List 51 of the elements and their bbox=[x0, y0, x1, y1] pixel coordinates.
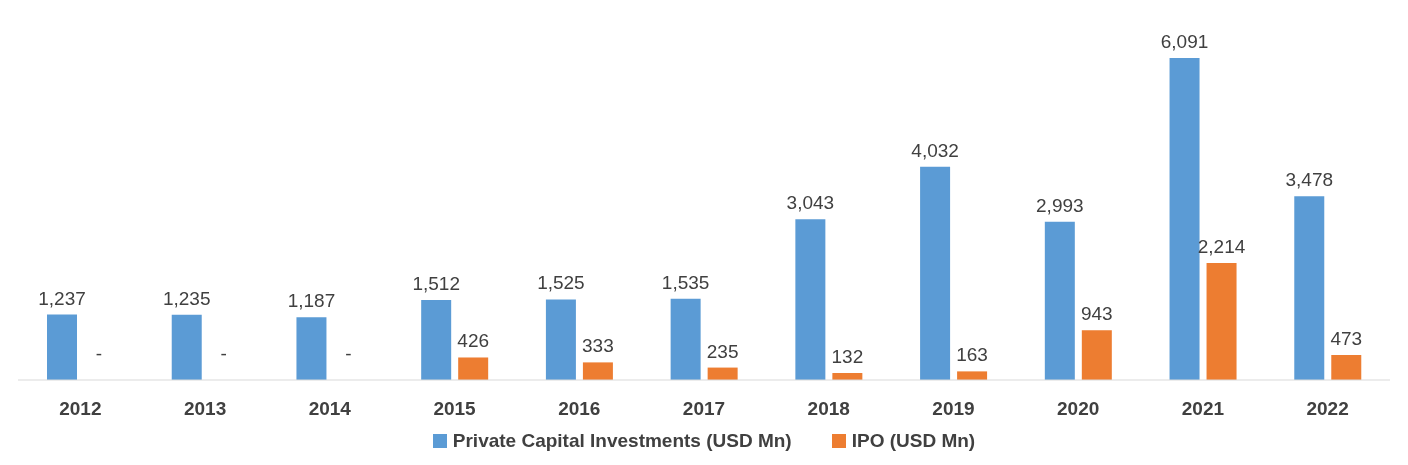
data-label: 333 bbox=[582, 335, 614, 357]
data-label: 235 bbox=[706, 340, 739, 362]
bar bbox=[1206, 262, 1237, 380]
bar bbox=[545, 299, 576, 380]
x-tick-label: 2014 bbox=[308, 398, 352, 420]
x-tick-label: 2020 bbox=[1057, 398, 1100, 420]
bar bbox=[1044, 221, 1075, 380]
data-label: 1,512 bbox=[412, 273, 460, 295]
legend-label: IPO (USD Mn) bbox=[851, 430, 976, 452]
bar bbox=[171, 314, 202, 380]
bar bbox=[920, 166, 951, 380]
bar bbox=[47, 314, 77, 380]
legend-label: Private Capital Investments (USD Mn) bbox=[452, 430, 792, 452]
bar bbox=[1331, 354, 1362, 380]
data-label: 473 bbox=[1330, 327, 1363, 349]
data-label: 1,535 bbox=[661, 271, 710, 293]
x-tick-label: 2015 bbox=[433, 398, 477, 420]
data-label: 3,478 bbox=[1285, 169, 1334, 191]
data-label: 1,525 bbox=[537, 272, 585, 294]
bar bbox=[957, 371, 988, 380]
bar bbox=[670, 298, 701, 380]
data-label: 132 bbox=[831, 346, 864, 368]
text: - bbox=[220, 343, 227, 364]
bar bbox=[582, 362, 613, 380]
data-label: 426 bbox=[457, 330, 490, 352]
text: - bbox=[345, 343, 352, 364]
bar bbox=[1294, 196, 1325, 380]
data-label: 6,091 bbox=[1160, 31, 1209, 52]
data-label: 1,235 bbox=[162, 287, 211, 309]
x-tick-label: 2013 bbox=[183, 398, 227, 420]
x-tick-label: 2018 bbox=[807, 398, 850, 420]
x-tick-label: 2022 bbox=[1306, 398, 1349, 420]
data-label: 163 bbox=[956, 344, 988, 366]
data-label: 943 bbox=[1080, 303, 1113, 325]
bar bbox=[795, 219, 826, 380]
data-label: 4,032 bbox=[911, 139, 959, 161]
bar bbox=[1081, 330, 1112, 380]
data-label: 2,993 bbox=[1036, 194, 1084, 216]
x-tick-label: 2021 bbox=[1181, 398, 1225, 420]
data-label: 1,187 bbox=[287, 290, 336, 312]
data-label: 1,237 bbox=[38, 287, 86, 309]
x-tick-label: 2017 bbox=[682, 398, 726, 420]
bar bbox=[1169, 58, 1200, 380]
x-tick-label: 2012 bbox=[59, 398, 102, 420]
x-tick-label: 2016 bbox=[558, 398, 601, 420]
data-label: 3,043 bbox=[786, 192, 835, 214]
x-tick-label: 2019 bbox=[932, 398, 975, 420]
text: - bbox=[95, 343, 103, 364]
bar bbox=[458, 357, 489, 380]
bar bbox=[296, 317, 327, 380]
bar bbox=[421, 300, 452, 380]
